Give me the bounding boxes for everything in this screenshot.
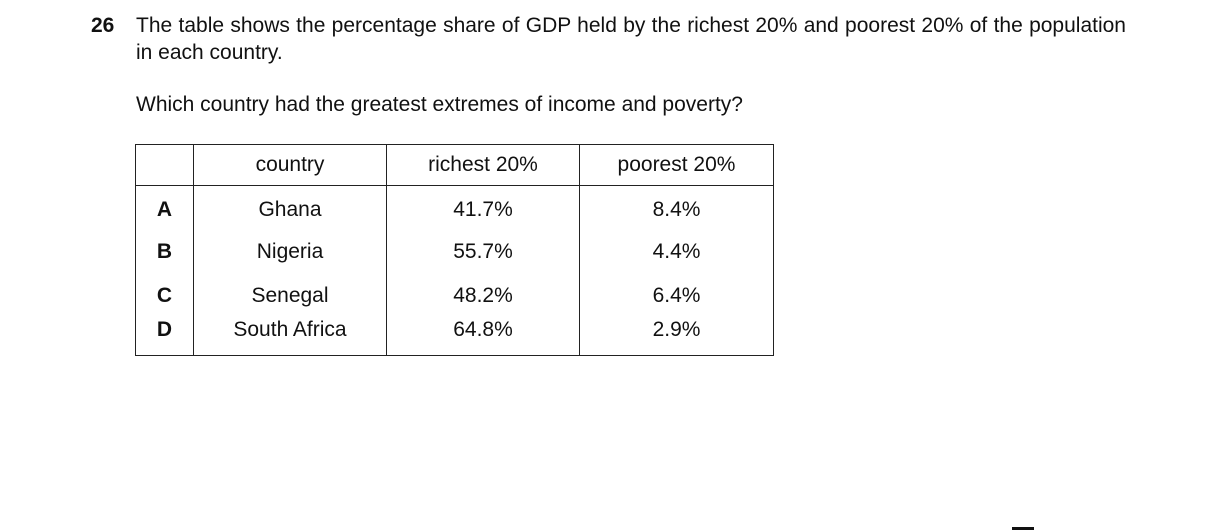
poorest-cell: 2.9%: [579, 318, 774, 356]
page-edge-mark: [1012, 527, 1034, 530]
header-poorest: poorest 20%: [579, 144, 774, 186]
table-row: D South Africa 64.8% 2.9%: [135, 318, 774, 356]
option-letter: A: [135, 185, 194, 230]
header-richest: richest 20%: [386, 144, 580, 186]
country-cell: South Africa: [193, 318, 387, 356]
country-cell: Nigeria: [193, 230, 387, 274]
country-cell: Senegal: [193, 274, 387, 318]
option-letter: D: [135, 318, 194, 356]
country-cell: Ghana: [193, 185, 387, 230]
option-letter: B: [135, 230, 194, 274]
question-prompt: Which country had the greatest extremes …: [136, 93, 743, 116]
richest-cell: 41.7%: [386, 185, 580, 230]
question-text: The table shows the percentage share of …: [136, 14, 1126, 64]
richest-cell: 64.8%: [386, 318, 580, 356]
header-option: [135, 144, 194, 186]
poorest-cell: 8.4%: [579, 185, 774, 230]
poorest-cell: 6.4%: [579, 274, 774, 318]
header-country: country: [193, 144, 387, 186]
table-row: A Ghana 41.7% 8.4%: [135, 185, 774, 230]
gdp-share-table: country richest 20% poorest 20% A Ghana …: [135, 144, 774, 356]
option-letter: C: [135, 274, 194, 318]
table-header-row: country richest 20% poorest 20%: [135, 144, 774, 186]
table-row: C Senegal 48.2% 6.4%: [135, 274, 774, 318]
question-number: 26: [91, 14, 115, 37]
poorest-cell: 4.4%: [579, 230, 774, 274]
table-row: B Nigeria 55.7% 4.4%: [135, 230, 774, 274]
richest-cell: 48.2%: [386, 274, 580, 318]
richest-cell: 55.7%: [386, 230, 580, 274]
